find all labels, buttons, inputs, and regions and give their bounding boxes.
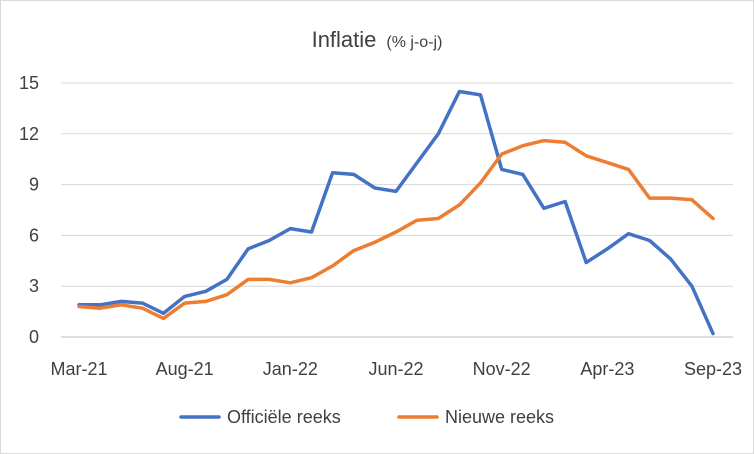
series-lines — [77, 89, 715, 336]
x-tick-label: Jan-22 — [263, 359, 318, 379]
data-point — [99, 307, 101, 309]
data-point — [691, 285, 693, 287]
data-point — [374, 241, 376, 243]
data-point — [458, 90, 460, 92]
x-tick-label: Apr-23 — [580, 359, 634, 379]
data-point — [184, 302, 186, 304]
x-tick-label: Jun-22 — [368, 359, 423, 379]
y-tick-label: 9 — [29, 175, 39, 195]
data-point — [712, 333, 714, 335]
data-point — [564, 141, 566, 143]
y-tick-label: 3 — [29, 276, 39, 296]
x-tick-label: Aug-21 — [156, 359, 214, 379]
data-point — [332, 172, 334, 174]
chart-title-main: Inflatie — [312, 27, 377, 52]
data-point — [141, 302, 143, 304]
legend-item: Officiële reeks — [179, 407, 341, 427]
data-point — [184, 295, 186, 297]
data-point — [670, 258, 672, 260]
data-point — [437, 217, 439, 219]
data-point — [416, 162, 418, 164]
data-point — [585, 155, 587, 157]
data-point — [310, 277, 312, 279]
series-line — [77, 138, 715, 321]
data-point — [585, 261, 587, 263]
data-point — [268, 278, 270, 280]
data-point — [691, 199, 693, 201]
data-point — [226, 278, 228, 280]
data-point — [458, 204, 460, 206]
data-point — [289, 228, 291, 230]
data-point — [543, 207, 545, 209]
data-point — [205, 290, 207, 292]
data-point — [163, 317, 165, 319]
data-point — [289, 282, 291, 284]
x-tick-label: Sep-23 — [684, 359, 742, 379]
data-point — [395, 231, 397, 233]
data-point — [247, 248, 249, 250]
data-point — [543, 140, 545, 142]
data-point — [120, 304, 122, 306]
chart-title-subtitle: (% j-o-j) — [386, 34, 442, 51]
data-point — [501, 168, 503, 170]
series-1 — [77, 89, 715, 336]
data-point — [120, 300, 122, 302]
data-point — [501, 153, 503, 155]
data-point — [226, 294, 228, 296]
data-point — [649, 239, 651, 241]
data-point — [353, 173, 355, 175]
data-point — [627, 233, 629, 235]
series-2 — [77, 138, 715, 321]
legend-label: Nieuwe reeks — [445, 407, 554, 427]
data-point — [332, 265, 334, 267]
data-point — [205, 300, 207, 302]
gridlines — [61, 82, 733, 338]
data-point — [649, 197, 651, 199]
data-point — [416, 219, 418, 221]
y-axis-ticks: 0 3 6 9 12 15 — [19, 73, 39, 347]
data-point — [141, 307, 143, 309]
data-point — [78, 306, 80, 308]
data-point — [670, 197, 672, 199]
chart-title: Inflatie (% j-o-j) — [312, 27, 443, 52]
legend: Officiële reeks Nieuwe reeks — [179, 407, 554, 427]
data-point — [310, 231, 312, 233]
data-point — [480, 182, 482, 184]
data-point — [522, 173, 524, 175]
legend-label: Officiële reeks — [227, 407, 341, 427]
data-point — [99, 304, 101, 306]
data-point — [374, 187, 376, 189]
data-point — [480, 94, 482, 96]
data-point — [268, 239, 270, 241]
data-point — [247, 278, 249, 280]
data-point — [437, 133, 439, 135]
y-tick-label: 12 — [19, 124, 39, 144]
data-point — [353, 250, 355, 252]
data-point — [522, 145, 524, 147]
series-line — [77, 89, 715, 336]
x-axis-ticks: Mar-21 Aug-21 Jan-22 Jun-22 Nov-22 Apr-23 Sep-… — [50, 359, 742, 379]
data-point — [606, 248, 608, 250]
data-point — [395, 190, 397, 192]
x-tick-label: Mar-21 — [50, 359, 107, 379]
legend-item: Nieuwe reeks — [397, 407, 554, 427]
data-point — [627, 168, 629, 170]
y-tick-label: 0 — [29, 327, 39, 347]
data-point — [564, 201, 566, 203]
y-tick-label: 6 — [29, 225, 39, 245]
x-tick-label: Nov-22 — [473, 359, 531, 379]
data-point — [163, 312, 165, 314]
y-tick-label: 15 — [19, 73, 39, 93]
data-point — [606, 162, 608, 164]
data-point — [712, 217, 714, 219]
